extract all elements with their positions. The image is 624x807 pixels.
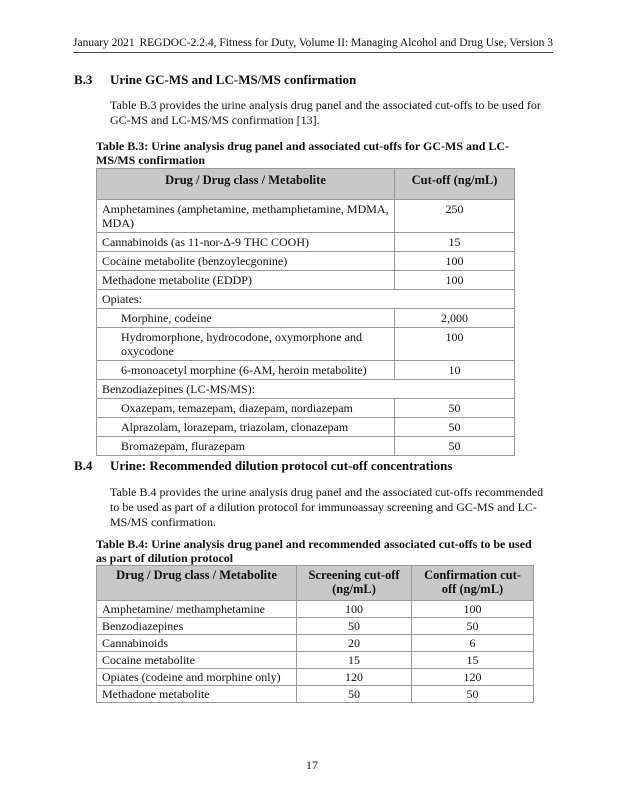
cutoff-cell: 15 <box>394 232 515 252</box>
cutoff-cell: 100 <box>394 327 515 361</box>
header-date: January 2021 <box>73 37 135 49</box>
drug-cell: Cocaine metabolite (benzoylecgonine) <box>96 251 395 271</box>
drug-cell: Amphetamine/ methamphetamine <box>96 600 297 618</box>
group-label: Benzodiazepines (LC-MS/MS): <box>96 379 515 399</box>
table-row: Opiates (codeine and morphine only) 120 12… <box>96 668 534 686</box>
cutoff-cell: 50 <box>394 398 515 418</box>
drug-cell: Opiates (codeine and morphine only) <box>96 668 297 686</box>
page-number: 17 <box>306 758 318 772</box>
column-header: Confirmation cut-off (ng/mL) <box>411 565 534 601</box>
section-number: B.4 <box>74 458 93 473</box>
drug-cell: 6-monoacetyl morphine (6-AM, heroin meta… <box>96 360 395 380</box>
screening-cell: 50 <box>296 617 412 635</box>
section-heading-b3: B.3 Urine GC-MS and LC-MS/MS confirmation <box>74 72 356 88</box>
table-row: Opiates: <box>96 289 515 309</box>
table-row: Hydromorphone, hydrocodone, oxymorphone … <box>96 327 515 361</box>
column-header: Cut-off (ng/mL) <box>394 168 515 200</box>
table-row: Benzodiazepines (LC-MS/MS): <box>96 379 515 399</box>
table-row: Methadone metabolite 50 50 <box>96 685 534 703</box>
table-row: Cocaine metabolite (benzoylecgonine) 100 <box>96 251 515 271</box>
confirmation-cell: 50 <box>411 617 534 635</box>
table-b3: Drug / Drug class / Metabolite Cut-off (n… <box>96 168 515 456</box>
column-header: Drug / Drug class / Metabolite <box>96 168 395 200</box>
section-text-b3: Table B.3 provides the urine analysis dr… <box>110 98 541 127</box>
table-caption-b3: Table B.3: Urine analysis drug panel and… <box>96 139 510 167</box>
cutoff-cell: 2,000 <box>394 308 515 328</box>
confirmation-cell: 15 <box>411 651 534 669</box>
confirmation-cell: 100 <box>411 600 534 618</box>
table-row: Bromazepam, flurazepam 50 <box>96 436 515 456</box>
cutoff-cell: 250 <box>394 199 515 233</box>
section-title: Urine GC-MS and LC-MS/MS confirmation <box>110 72 357 87</box>
table-row: Amphetamine/ methamphetamine 100 100 <box>96 600 534 618</box>
cutoff-cell: 50 <box>394 436 515 456</box>
table-row: Morphine, codeine 2,000 <box>96 308 515 328</box>
table-b4: Drug / Drug class / Metabolite Screening … <box>96 565 534 703</box>
table-row: 6-monoacetyl morphine (6-AM, heroin meta… <box>96 360 515 380</box>
drug-cell: Hydromorphone, hydrocodone, oxymorphone … <box>96 327 395 361</box>
section-number: B.3 <box>74 72 93 87</box>
page-header: January 2021 REGDOC-2.2.4, Fitness for D… <box>73 37 553 53</box>
drug-cell: Alprazolam, lorazepam, triazolam, clonaz… <box>96 417 395 437</box>
screening-cell: 120 <box>296 668 412 686</box>
cutoff-cell: 10 <box>394 360 515 380</box>
table-row: Cannabinoids 20 6 <box>96 634 534 652</box>
drug-cell: Bromazepam, flurazepam <box>96 436 395 456</box>
drug-cell: Cocaine metabolite <box>96 651 297 669</box>
drug-cell: Amphetamines (amphetamine, methamphetami… <box>96 199 395 233</box>
table-row: Cannabinoids (as 11-nor-Δ-9 THC COOH) 15 <box>96 232 515 252</box>
table-row: Amphetamines (amphetamine, methamphetami… <box>96 199 515 233</box>
cutoff-cell: 100 <box>394 251 515 271</box>
section-title: Urine: Recommended dilution protocol cut… <box>110 458 453 473</box>
confirmation-cell: 120 <box>411 668 534 686</box>
column-header: Drug / Drug class / Metabolite <box>96 565 297 601</box>
table-row: Benzodiazepines 50 50 <box>96 617 534 635</box>
drug-cell: Methadone metabolite (EDDP) <box>96 270 395 290</box>
cutoff-cell: 100 <box>394 270 515 290</box>
screening-cell: 100 <box>296 600 412 618</box>
drug-cell: Oxazepam, temazepam, diazepam, nordiazep… <box>96 398 395 418</box>
table-row: Methadone metabolite (EDDP) 100 <box>96 270 515 290</box>
group-label: Opiates: <box>96 289 515 309</box>
screening-cell: 20 <box>296 634 412 652</box>
screening-cell: 15 <box>296 651 412 669</box>
drug-cell: Benzodiazepines <box>96 617 297 635</box>
section-text-b4: Table B.4 provides the urine analysis dr… <box>110 485 544 529</box>
header-title: REGDOC-2.2.4, Fitness for Duty, Volume I… <box>139 37 553 49</box>
table-row: Cocaine metabolite 15 15 <box>96 651 534 669</box>
table-caption-b4: Table B.4: Urine analysis drug panel and… <box>96 537 532 565</box>
drug-cell: Morphine, codeine <box>96 308 395 328</box>
screening-cell: 50 <box>296 685 412 703</box>
section-heading-b4: B.4 Urine: Recommended dilution protocol … <box>74 458 452 474</box>
drug-cell: Cannabinoids (as 11-nor-Δ-9 THC COOH) <box>96 232 395 252</box>
drug-cell: Cannabinoids <box>96 634 297 652</box>
table-row: Alprazolam, lorazepam, triazolam, clonaz… <box>96 417 515 437</box>
column-header: Screening cut-off (ng/mL) <box>296 565 412 601</box>
cutoff-cell: 50 <box>394 417 515 437</box>
drug-cell: Methadone metabolite <box>96 685 297 703</box>
confirmation-cell: 6 <box>411 634 534 652</box>
table-row: Oxazepam, temazepam, diazepam, nordiazep… <box>96 398 515 418</box>
confirmation-cell: 50 <box>411 685 534 703</box>
